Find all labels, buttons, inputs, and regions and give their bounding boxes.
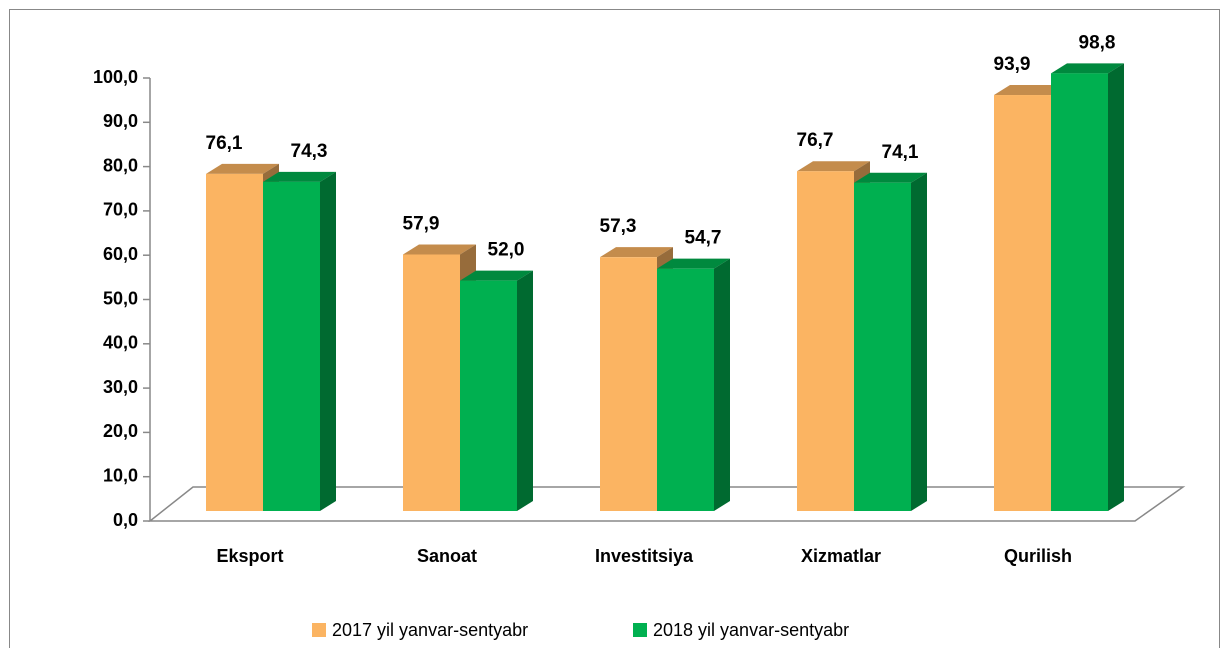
bar-top: [263, 171, 336, 182]
legend-label: 2018 yil yanvar-sentyabr: [653, 620, 849, 640]
y-tick-label: 100,0: [93, 67, 138, 87]
data-label: 74,1: [882, 142, 919, 163]
bar: [460, 270, 533, 511]
y-tick-label: 40,0: [103, 333, 138, 353]
y-tick-label: 50,0: [103, 288, 138, 308]
y-tick-label: 90,0: [103, 111, 138, 131]
bar-front: [797, 171, 854, 511]
bar-front: [263, 181, 320, 511]
bar-front: [206, 173, 263, 511]
bar-top: [797, 161, 870, 172]
bar: [657, 258, 730, 511]
bar-top: [460, 270, 533, 281]
bar-top: [994, 85, 1067, 96]
bar-top: [206, 163, 279, 174]
legend-label: 2017 yil yanvar-sentyabr: [332, 620, 528, 640]
legend-swatch: [633, 623, 647, 637]
x-tick-label: Qurilish: [1004, 546, 1072, 566]
floor: [147, 486, 1186, 522]
x-tick-label: Eksport: [216, 546, 283, 566]
bar-top: [657, 258, 730, 269]
bar-top: [1051, 63, 1124, 74]
data-label: 76,7: [797, 130, 834, 151]
bar-side: [1108, 63, 1124, 511]
y-tick-label: 60,0: [103, 244, 138, 264]
data-label: 52,0: [488, 240, 525, 261]
y-tick-label: 0,0: [113, 510, 138, 530]
bar-top: [854, 172, 927, 183]
bar-front: [600, 257, 657, 511]
bar: [854, 172, 927, 511]
bar: [1051, 63, 1124, 511]
bar-front: [403, 254, 460, 512]
bar-side: [714, 258, 730, 511]
bar-side: [517, 270, 533, 511]
data-label: 98,8: [1079, 32, 1116, 53]
bar-top: [600, 247, 673, 258]
data-label: 57,3: [600, 216, 637, 237]
data-label: 54,7: [685, 228, 722, 249]
bar-front: [657, 268, 714, 511]
bar-side: [320, 171, 336, 511]
x-tick-label: Investitsiya: [595, 546, 694, 566]
x-tick-label: Xizmatlar: [801, 546, 881, 566]
chart-border: [9, 9, 1220, 648]
bar: [263, 171, 336, 511]
bar-front: [854, 182, 911, 511]
y-tick-label: 10,0: [103, 465, 138, 485]
legend-swatch: [312, 623, 326, 637]
bar-front: [460, 280, 517, 511]
bar-front: [994, 95, 1051, 511]
data-label: 93,9: [994, 54, 1031, 75]
data-label: 57,9: [403, 214, 440, 235]
x-tick-label: Sanoat: [417, 546, 477, 566]
bar-side: [911, 172, 927, 511]
y-tick-label: 30,0: [103, 377, 138, 397]
y-tick-label: 80,0: [103, 155, 138, 175]
y-tick-label: 20,0: [103, 421, 138, 441]
y-tick-label: 70,0: [103, 200, 138, 220]
data-label: 76,1: [206, 133, 243, 154]
bar-front: [1051, 73, 1108, 511]
bar-top: [403, 244, 476, 255]
data-label: 74,3: [291, 141, 328, 162]
